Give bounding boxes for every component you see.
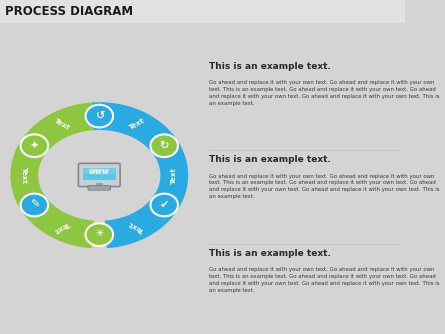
Text: ✦: ✦ <box>30 141 39 151</box>
Text: ↻: ↻ <box>159 141 169 151</box>
Text: Go ahead and replace it with your own text. Go ahead and replace it with your ow: Go ahead and replace it with your own te… <box>209 80 439 106</box>
Circle shape <box>20 194 48 216</box>
Text: ✎: ✎ <box>30 200 39 210</box>
Text: Text: Text <box>171 167 177 184</box>
Text: Text: Text <box>128 220 146 233</box>
Text: PROCESS DIAGRAM: PROCESS DIAGRAM <box>5 5 134 18</box>
Bar <box>0 0 405 23</box>
Text: Go ahead and replace it with your own text. Go ahead and replace it with your ow: Go ahead and replace it with your own te… <box>209 174 439 199</box>
FancyBboxPatch shape <box>83 168 116 180</box>
Bar <box>96 183 103 187</box>
FancyBboxPatch shape <box>88 186 111 190</box>
Polygon shape <box>52 138 147 213</box>
Text: ☀: ☀ <box>94 229 104 239</box>
Polygon shape <box>94 233 124 235</box>
Text: This is an example text.: This is an example text. <box>209 62 331 71</box>
Circle shape <box>150 194 178 216</box>
Text: ↺: ↺ <box>95 111 104 121</box>
Polygon shape <box>74 116 105 118</box>
Circle shape <box>85 105 113 128</box>
Circle shape <box>150 134 178 157</box>
Text: www: www <box>89 167 110 176</box>
FancyBboxPatch shape <box>83 168 116 174</box>
Text: This is an example text.: This is an example text. <box>209 155 331 164</box>
Text: This is an example text.: This is an example text. <box>209 249 331 258</box>
Text: ✔: ✔ <box>159 200 169 210</box>
Text: Go ahead and replace it with your own text. Go ahead and replace it with your ow: Go ahead and replace it with your own te… <box>209 267 439 293</box>
Text: Text: Text <box>53 220 71 233</box>
FancyBboxPatch shape <box>78 163 120 186</box>
Text: Text: Text <box>21 167 27 184</box>
Text: Text: Text <box>128 117 146 131</box>
Text: Text: Text <box>53 117 71 131</box>
Circle shape <box>20 134 48 157</box>
Circle shape <box>85 223 113 246</box>
